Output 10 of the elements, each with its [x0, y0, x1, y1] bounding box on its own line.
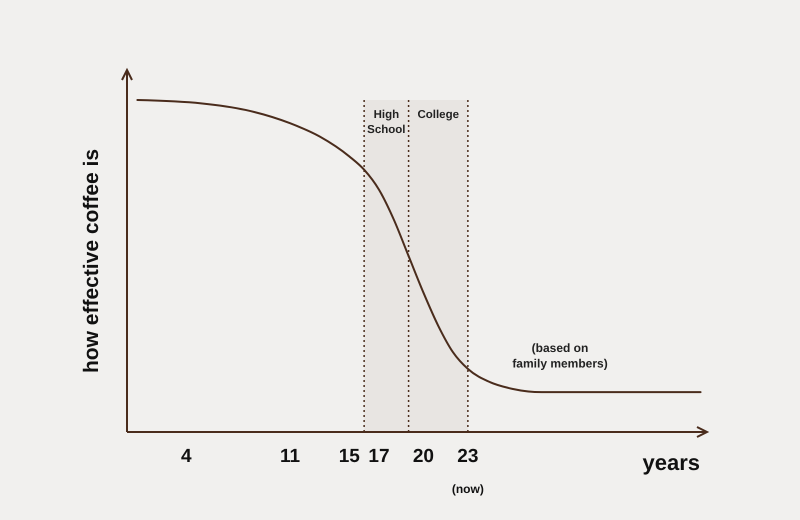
- x-tick-label: 4: [180, 446, 192, 467]
- x-axis-title: years: [642, 450, 700, 475]
- x-tick-label: 17: [368, 446, 390, 467]
- annotation: (based on family members): [512, 341, 608, 371]
- x-tick-label: 11: [280, 446, 300, 467]
- x-tick-label: 20: [412, 446, 434, 467]
- band-label: College: [417, 109, 460, 121]
- x-tick-label: 15: [338, 446, 360, 467]
- band-label: High School: [367, 109, 406, 136]
- y-axis-title: how effective coffee is: [80, 148, 103, 374]
